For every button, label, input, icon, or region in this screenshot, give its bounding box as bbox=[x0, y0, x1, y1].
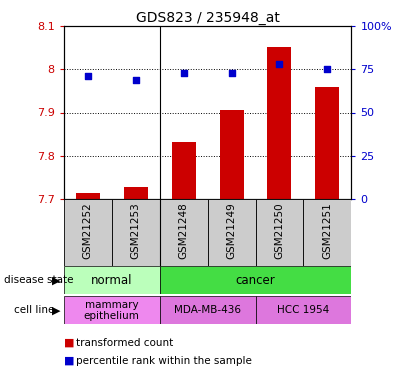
Text: mammary
epithelium: mammary epithelium bbox=[84, 300, 140, 321]
Bar bbox=[64, 199, 112, 266]
Bar bbox=[268, 47, 291, 199]
Text: percentile rank within the sample: percentile rank within the sample bbox=[76, 356, 252, 366]
Text: ▶: ▶ bbox=[53, 305, 61, 315]
Point bbox=[132, 77, 139, 83]
Bar bbox=[208, 199, 256, 266]
Point bbox=[276, 61, 283, 67]
Point bbox=[228, 70, 235, 76]
Bar bbox=[159, 266, 351, 294]
Text: GSM21251: GSM21251 bbox=[323, 202, 332, 259]
Text: ■: ■ bbox=[64, 356, 74, 366]
Text: transformed count: transformed count bbox=[76, 338, 173, 348]
Point bbox=[324, 66, 331, 72]
Text: normal: normal bbox=[91, 274, 132, 287]
Bar bbox=[159, 296, 256, 324]
Bar bbox=[256, 199, 303, 266]
Bar bbox=[159, 199, 208, 266]
Text: cell line: cell line bbox=[14, 305, 55, 315]
Point bbox=[84, 73, 91, 79]
Bar bbox=[172, 142, 196, 199]
Text: GSM21253: GSM21253 bbox=[131, 202, 141, 259]
Text: MDA-MB-436: MDA-MB-436 bbox=[174, 305, 241, 315]
Text: GSM21249: GSM21249 bbox=[226, 202, 236, 259]
Text: cancer: cancer bbox=[236, 274, 275, 287]
Title: GDS823 / 235948_at: GDS823 / 235948_at bbox=[136, 11, 279, 25]
Bar bbox=[64, 266, 159, 294]
Text: GSM21250: GSM21250 bbox=[275, 202, 284, 259]
Bar bbox=[315, 87, 339, 199]
Bar bbox=[303, 199, 351, 266]
Bar bbox=[124, 187, 148, 199]
Text: ■: ■ bbox=[64, 338, 74, 348]
Bar bbox=[219, 110, 243, 199]
Bar bbox=[112, 199, 159, 266]
Text: disease state: disease state bbox=[4, 275, 74, 285]
Text: GSM21252: GSM21252 bbox=[83, 202, 92, 259]
Text: GSM21248: GSM21248 bbox=[179, 202, 189, 259]
Text: ▶: ▶ bbox=[53, 275, 61, 285]
Bar bbox=[64, 296, 159, 324]
Bar bbox=[256, 296, 351, 324]
Text: HCC 1954: HCC 1954 bbox=[277, 305, 330, 315]
Point bbox=[180, 70, 187, 76]
Bar bbox=[76, 193, 100, 199]
